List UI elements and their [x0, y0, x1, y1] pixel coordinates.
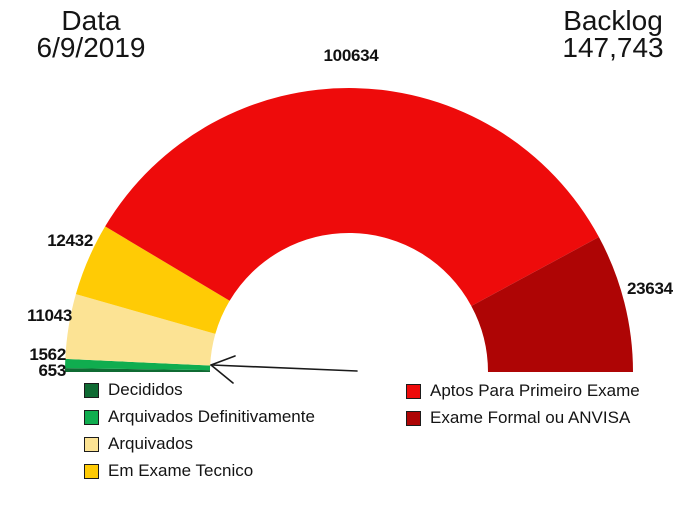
legend-swatch-icon [84, 382, 99, 398]
backlog-value: 147,743 [562, 32, 664, 63]
legend-item: Decididos [84, 380, 315, 399]
value-label-segment-0: 653 [38, 361, 67, 380]
value-label-segment-2: 11043 [27, 306, 72, 325]
donut-segments [65, 88, 633, 372]
legend-item: Exame Formal ou ANVISA [406, 408, 640, 427]
legend-swatch-icon [406, 410, 421, 426]
value-label-segment-1: 1562 [29, 345, 66, 364]
date-value: 6/9/2019 [36, 32, 146, 63]
segment-2 [65, 294, 216, 366]
legend-label: Em Exame Tecnico [108, 461, 254, 480]
legend-swatch-icon [406, 383, 421, 399]
legend-label: Arquivados Definitivamente [108, 407, 315, 426]
backlog-label: Backlog [563, 5, 663, 36]
date-label: Data [61, 5, 121, 36]
arrow-annotation [210, 355, 358, 384]
value-label-segment-3: 12432 [47, 231, 93, 250]
segment-5 [471, 237, 633, 372]
segment-3 [75, 226, 230, 334]
segment-4 [105, 88, 599, 306]
segment-1 [65, 358, 211, 371]
legend-label: Arquivados [108, 434, 194, 453]
value-label-segment-4: 100634 [323, 46, 379, 65]
legend-item: Aptos Para Primeiro Exame [406, 381, 640, 400]
legend-swatch-icon [84, 436, 99, 452]
legend-item: Em Exame Tecnico [84, 461, 315, 480]
legend-label: Aptos Para Primeiro Exame [430, 381, 640, 400]
legend-item: Arquivados Definitivamente [84, 407, 315, 426]
legend-item: Arquivados [84, 434, 315, 453]
legend-label: Decididos [108, 380, 183, 399]
legend-right-column: Aptos Para Primeiro Exame Exame Formal ou… [406, 381, 640, 437]
value-label-segment-5: 23634 [627, 279, 673, 298]
date-header: Data 6/9/2019 [10, 5, 172, 63]
legend-swatch-icon [84, 409, 99, 425]
backlog-header: Backlog 147,743 [532, 5, 688, 63]
legend-label: Exame Formal ou ANVISA [430, 408, 631, 427]
legend-swatch-icon [84, 463, 99, 479]
legend-left-column: Decididos Arquivados Definitivamente Arqui… [84, 380, 315, 490]
segment-0 [65, 368, 211, 372]
